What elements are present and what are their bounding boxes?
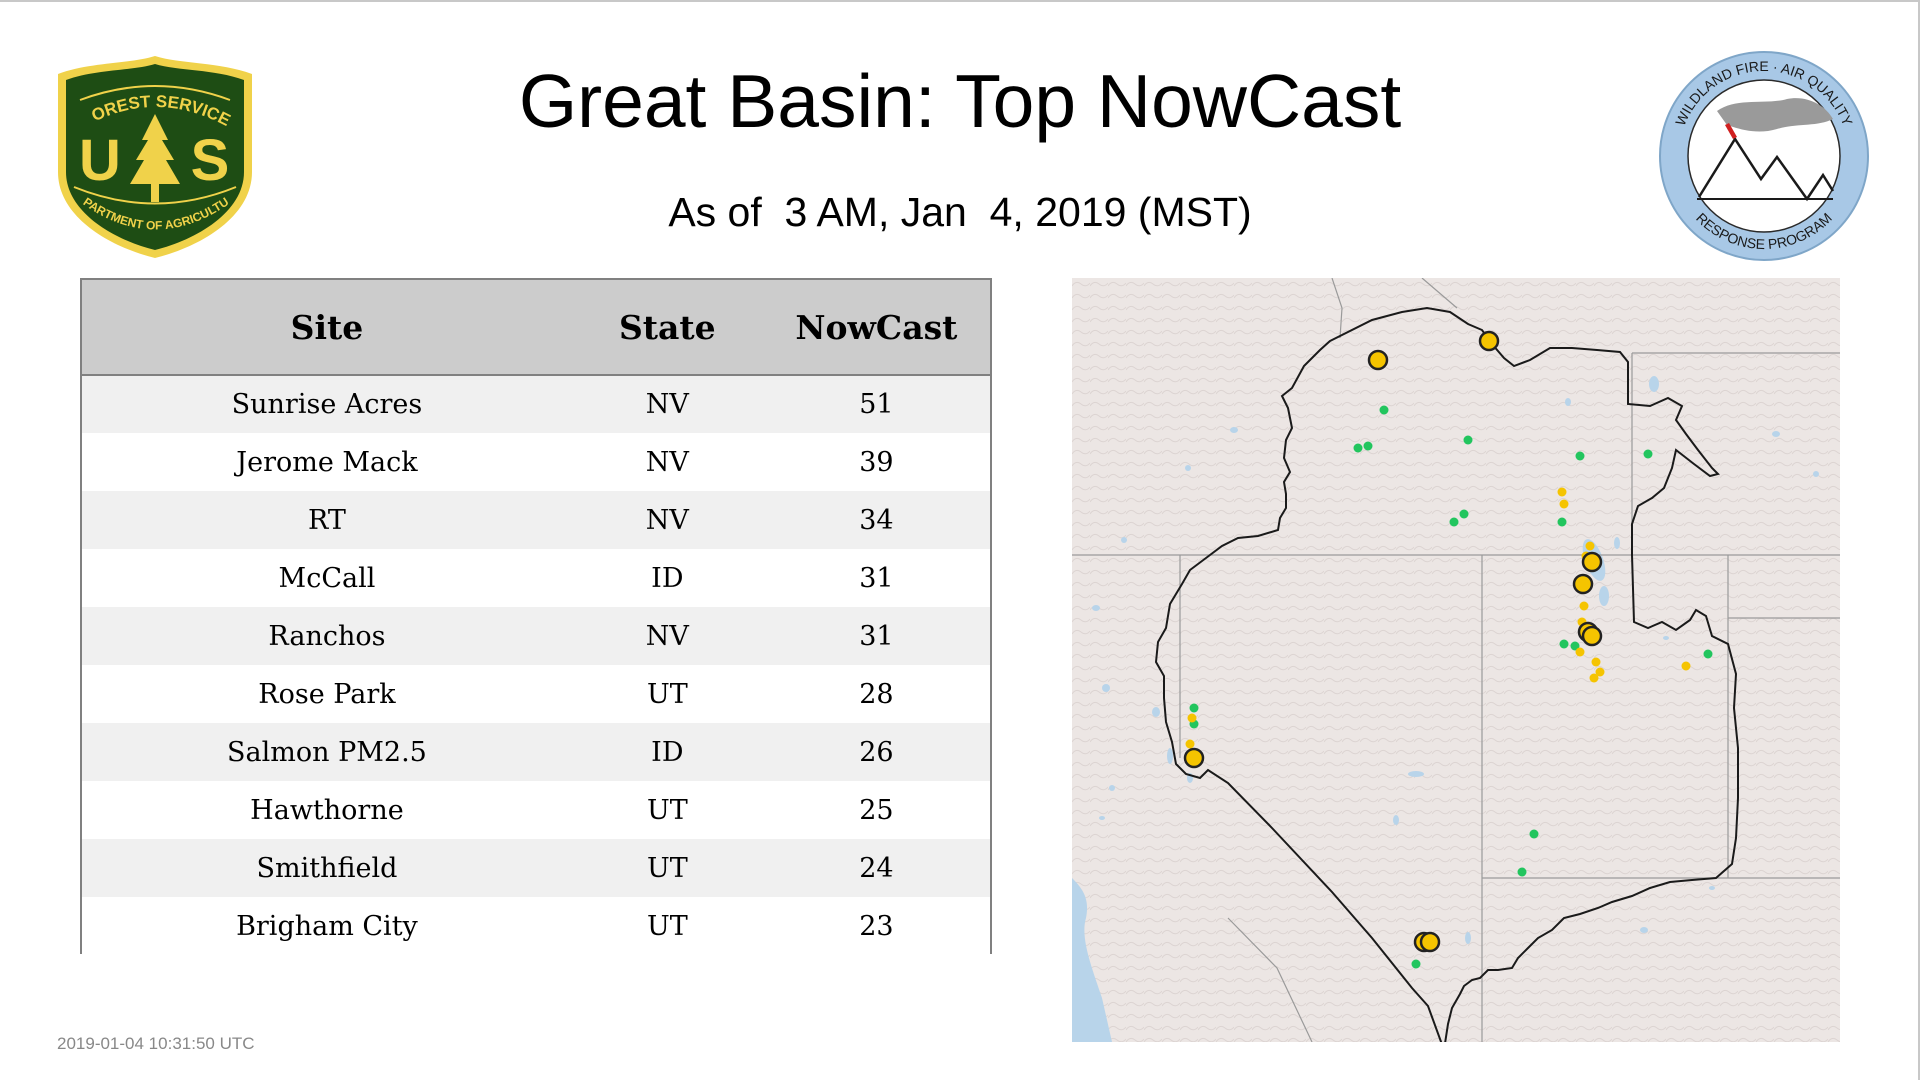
- table-row: RT NV 34: [82, 491, 990, 549]
- cell-state: UT: [646, 910, 688, 942]
- svg-text:S: S: [191, 128, 230, 193]
- cell-state: ID: [651, 562, 684, 594]
- lake: [1813, 471, 1819, 477]
- cell-nowcast: 51: [859, 389, 894, 420]
- cell-state: NV: [645, 504, 689, 536]
- cell-nowcast: 31: [859, 620, 894, 652]
- top-site-markers: [1183, 330, 1603, 953]
- table-row: Salmon PM2.5 ID 26: [82, 723, 990, 781]
- cell-site: Salmon PM2.5: [227, 736, 427, 768]
- great-basin-relief-map: [1072, 278, 1840, 1042]
- cell-site: Sunrise Acres: [231, 389, 423, 420]
- cell-nowcast: 23: [859, 910, 894, 942]
- table-row: Jerome Mack NV 39: [82, 433, 990, 491]
- cell-site: Smithfield: [256, 852, 398, 884]
- table-row: Brigham City UT 23: [82, 897, 990, 955]
- table-row: Smithfield UT 24: [82, 839, 990, 897]
- cell-site: Jerome Mack: [236, 446, 418, 478]
- cell-nowcast: 39: [859, 446, 894, 478]
- lake: [1663, 636, 1669, 640]
- page-title: Great Basin: Top NowCast: [518, 59, 1402, 143]
- cell-state: UT: [646, 678, 688, 710]
- lake: [1393, 815, 1399, 825]
- cell-site: Ranchos: [268, 620, 386, 652]
- cell-site: McCall: [278, 562, 376, 594]
- lake: [1230, 427, 1238, 433]
- lake: [1599, 586, 1609, 606]
- cell-state: NV: [645, 446, 689, 478]
- cell-nowcast: 26: [859, 736, 894, 768]
- cell-site: Hawthorne: [250, 794, 404, 826]
- top-nowcast-table: Site State NowCast Sunrise Acres NV 51 J…: [80, 278, 992, 955]
- lake: [1772, 431, 1780, 437]
- cell-state: UT: [646, 794, 688, 826]
- good-site-markers: [1189, 405, 1713, 969]
- great-basin-boundary: [1154, 306, 1739, 1042]
- lake: [1614, 537, 1620, 549]
- moderate-site-markers: [1185, 487, 1691, 749]
- lake: [1709, 886, 1715, 890]
- ocean-area: [1072, 878, 1112, 1042]
- lake: [1092, 605, 1100, 611]
- wildland-fire-air-quality-logo: WILDLAND FIRE · AIR QUALITY RESPONSE PRO…: [1657, 49, 1871, 263]
- table-row: McCall ID 31: [82, 549, 990, 607]
- header-site: Site: [82, 280, 572, 376]
- lake: [1408, 771, 1424, 777]
- cell-nowcast: 24: [859, 852, 894, 884]
- cell-site: RT: [308, 504, 346, 536]
- cell-state: ID: [651, 736, 684, 768]
- lake: [1099, 816, 1105, 820]
- page-subtitle: As of 3 AM, Jan 4, 2019 (MST): [668, 189, 1252, 235]
- cell-nowcast: 34: [859, 504, 894, 536]
- cell-state: UT: [646, 852, 688, 884]
- lake: [1565, 398, 1571, 406]
- table-row: Hawthorne UT 25: [82, 781, 990, 839]
- cell-nowcast: 28: [859, 678, 894, 710]
- lake: [1640, 927, 1648, 933]
- lake: [1185, 465, 1191, 471]
- footer-timestamp: 2019-01-04 10:31:50 UTC: [57, 1034, 255, 1053]
- svg-text:U: U: [79, 128, 121, 193]
- lake: [1109, 785, 1115, 791]
- cell-nowcast: 25: [859, 794, 894, 826]
- lake: [1121, 537, 1127, 543]
- header-nowcast: NowCast: [762, 280, 990, 376]
- lake: [1152, 707, 1160, 717]
- lake: [1102, 684, 1110, 692]
- cell-nowcast: 31: [859, 562, 894, 594]
- lake: [1167, 748, 1173, 764]
- cell-site: Brigham City: [236, 910, 418, 942]
- cell-state: NV: [645, 620, 689, 652]
- table-row: Ranchos NV 31: [82, 607, 990, 665]
- usfs-shield-logo: FOREST SERVICE DEPARTMENT OF AGRICULTURE…: [45, 37, 260, 262]
- header-state: State: [571, 280, 763, 376]
- table-row: Rose Park UT 28: [82, 665, 990, 723]
- lake: [1649, 376, 1659, 392]
- table-header-row: Site State NowCast: [82, 280, 990, 376]
- cell-state: NV: [645, 389, 689, 420]
- lake: [1465, 932, 1471, 944]
- table-row: Sunrise Acres NV 51: [82, 375, 990, 433]
- cell-site: Rose Park: [258, 678, 396, 710]
